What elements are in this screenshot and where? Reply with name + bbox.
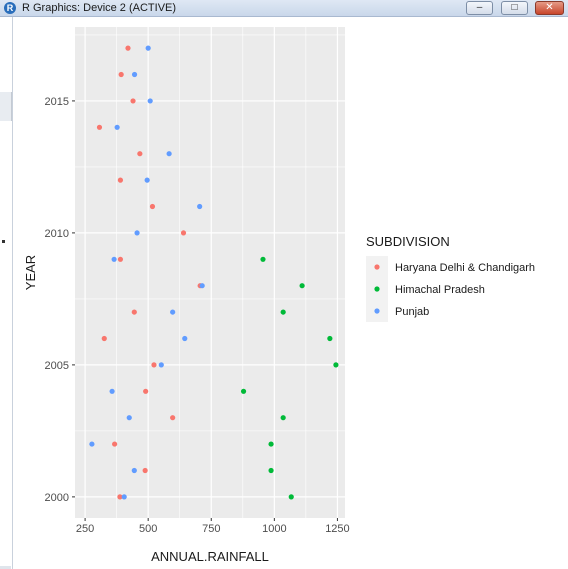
data-point [96,124,103,130]
data-point [166,151,172,157]
y-tick-label: 2015 [45,96,69,108]
maximize-button[interactable]: □ [501,1,528,15]
data-point [143,388,149,394]
plot-panel [75,27,345,518]
data-point [89,441,95,447]
x-tick-label: 1250 [325,523,349,535]
minimize-button[interactable]: – [466,1,493,15]
x-axis-title: ANNUAL.RAINFALL [151,549,269,564]
data-point [147,98,153,104]
y-axis-title: YEAR [23,255,38,290]
x-axis: 250 500 750 1000 1250 [76,518,350,535]
data-point [280,309,286,315]
data-point [134,230,140,236]
y-tick-label: 2010 [45,228,69,240]
data-point [240,388,247,394]
x-tick-label: 750 [202,523,220,535]
x-tick-label: 500 [139,523,157,535]
data-point [197,203,203,210]
legend-title: SUBDIVISION [366,234,450,249]
data-point [158,362,164,368]
data-point [117,494,123,500]
data-point [101,335,107,342]
window-left-frame [0,17,15,569]
data-point [299,283,305,289]
y-tick-label: 2000 [45,492,69,504]
legend: Haryana Delhi & Chandigarh Himachal Prade… [374,262,535,318]
data-point [268,467,274,474]
data-point [280,415,286,421]
legend-key [374,264,380,270]
data-point [121,494,127,500]
background-marker [2,240,5,243]
data-point [131,71,138,78]
data-point [333,362,339,368]
data-point [170,415,176,421]
data-point [151,362,157,368]
data-point [118,71,124,78]
data-point [199,283,205,289]
data-point [125,45,131,51]
data-point [131,467,137,474]
data-point [111,256,117,262]
legend-key [374,308,380,314]
legend-label: Punjab [395,306,429,318]
data-point [144,177,150,183]
background-window-edge-bottom [0,566,11,569]
r-app-icon: R [4,2,16,14]
y-tick-label: 2005 [45,360,69,372]
data-point [130,98,136,104]
data-points [89,45,339,500]
data-point [182,335,188,342]
close-button[interactable]: ✕ [535,1,564,15]
data-point [268,441,274,447]
data-point [109,388,115,394]
data-point [260,256,266,262]
x-tick-label: 250 [76,523,94,535]
data-point [327,335,333,342]
data-point [149,203,156,210]
data-point [131,309,137,315]
data-point [145,45,151,51]
data-point [288,494,294,500]
grid-lines [75,27,345,518]
data-point [142,467,148,474]
window-title-bar[interactable]: R R Graphics: Device 2 (ACTIVE) – □ ✕ [0,0,568,17]
data-point [117,256,124,262]
data-point [180,230,187,236]
data-point [117,177,124,183]
legend-key [374,286,380,292]
window-border [12,17,13,569]
window-title: R Graphics: Device 2 (ACTIVE) [22,2,177,14]
data-point [137,151,143,157]
background-window-edge [0,92,12,121]
data-point [114,124,120,130]
data-point [170,309,176,315]
data-point [112,441,118,447]
x-tick-label: 1000 [262,523,286,535]
legend-label: Haryana Delhi & Chandigarh [395,262,535,274]
y-axis: 2000 2005 2010 2015 [45,96,75,504]
legend-label: Himachal Pradesh [395,284,485,296]
data-point [126,415,132,421]
